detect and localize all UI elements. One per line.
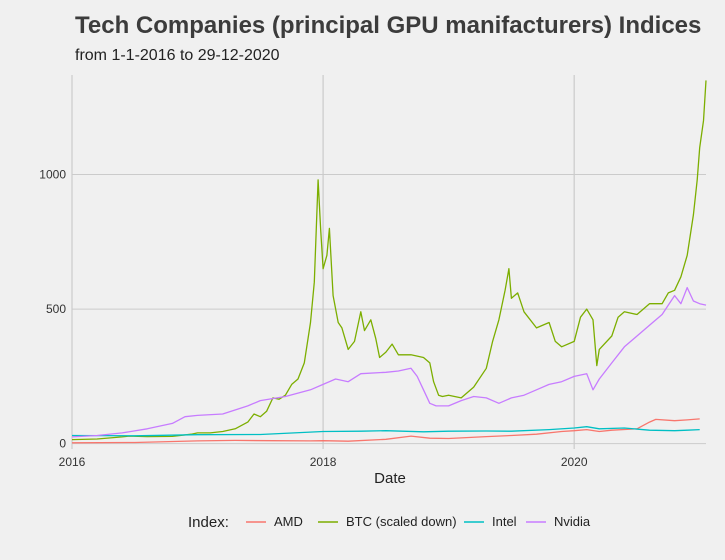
y-tick-label-1000: 1000: [39, 168, 66, 182]
chart-subtitle: from 1-1-2016 to 29-12-2020: [75, 47, 280, 64]
grid-layer: [71, 75, 706, 449]
legend: Index: AMD BTC (scaled down) Intel Nvidia: [188, 514, 591, 531]
y-tick-label-0: 0: [59, 437, 66, 451]
x-tick-label-2018: 2018: [310, 455, 337, 469]
legend-label-intel: Intel: [492, 514, 517, 529]
series-line-btc-scaled-down: [71, 80, 707, 441]
x-axis-title: Date: [374, 470, 406, 487]
legend-label-amd: AMD: [274, 514, 303, 529]
legend-label-nvidia: Nvidia: [554, 514, 591, 529]
legend-label-btc-scaled-down: BTC (scaled down): [346, 514, 457, 529]
series-line-amd: [71, 418, 700, 444]
series-line-nvidia: [71, 286, 707, 438]
legend-title: Index:: [188, 514, 229, 531]
series-layer: [71, 80, 707, 444]
tick-layer: 0 500 1000 2016 2018 2020: [39, 168, 588, 469]
y-tick-label-500: 500: [46, 302, 66, 316]
series-line-intel: [71, 426, 700, 437]
x-tick-label-2020: 2020: [561, 455, 588, 469]
chart-title: Tech Companies (principal GPU manifactur…: [75, 12, 702, 39]
x-tick-label-2016: 2016: [59, 455, 86, 469]
